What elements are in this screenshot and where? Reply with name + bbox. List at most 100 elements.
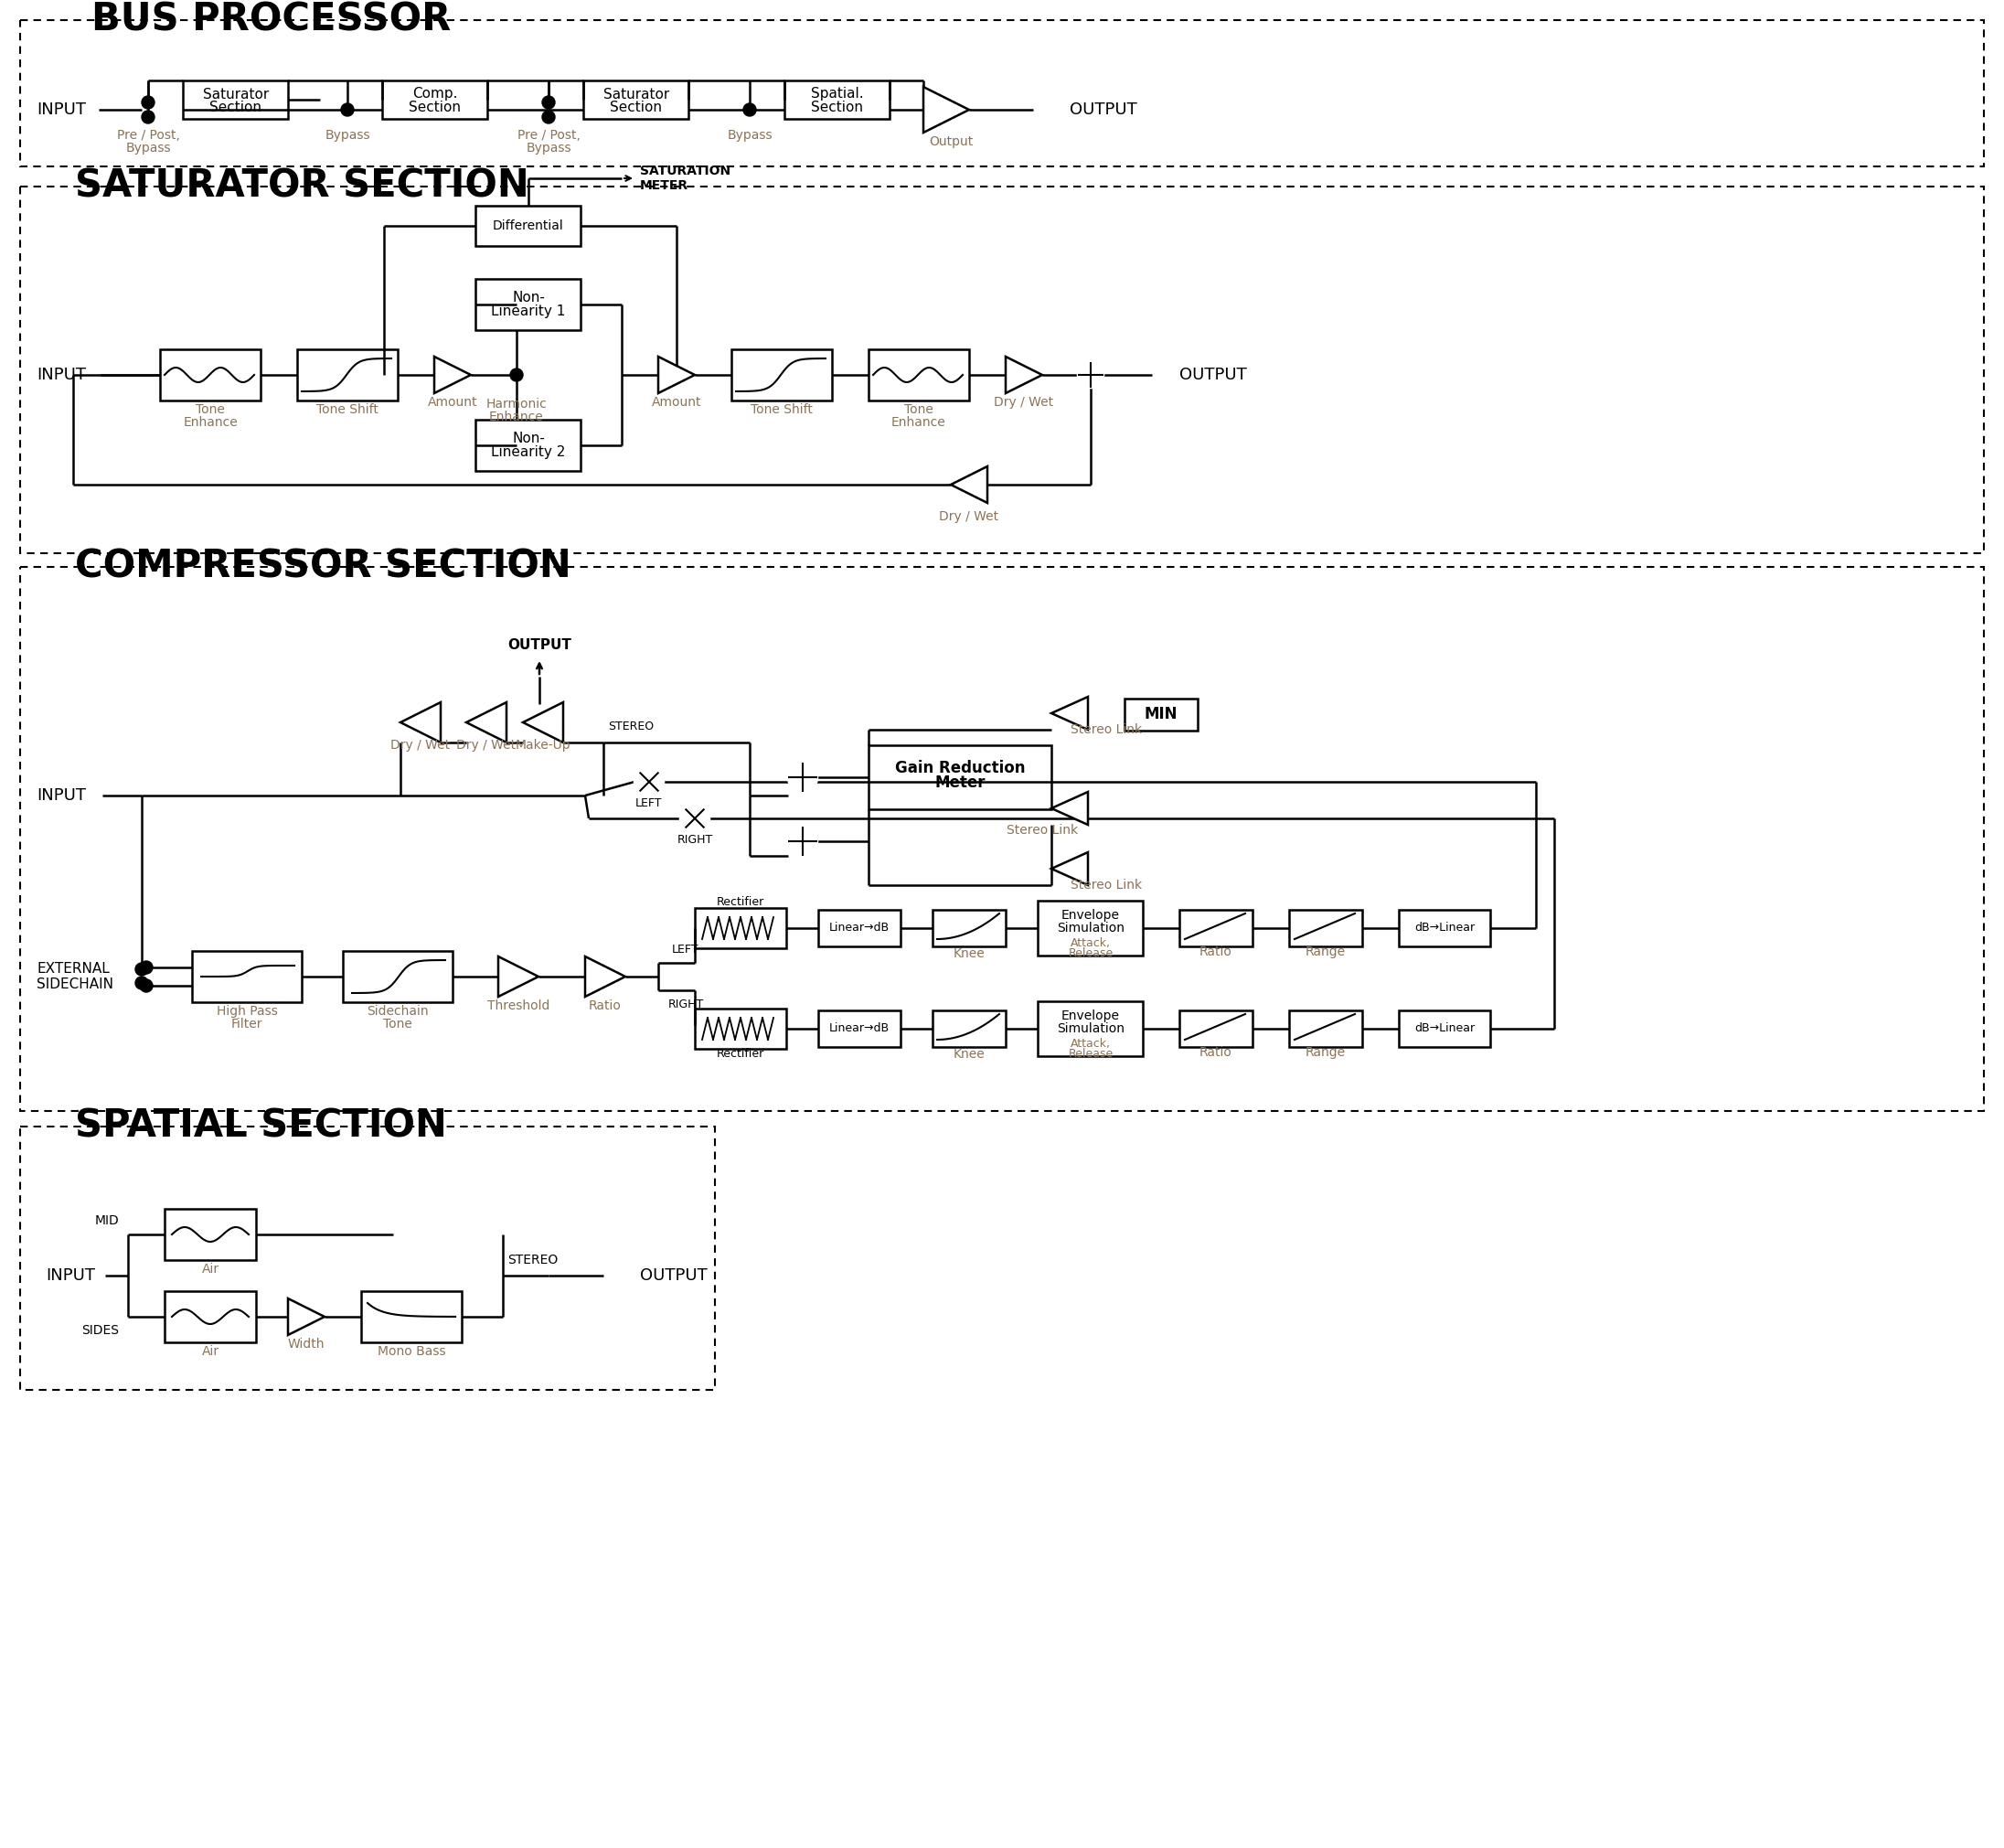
Text: Tone: Tone [904, 403, 934, 416]
Bar [818, 909, 900, 946]
Text: Tone Shift: Tone Shift [752, 403, 814, 416]
Text: Width: Width [289, 1338, 325, 1351]
Text: Bypass: Bypass [126, 142, 170, 155]
Text: INPUT: INPUT [36, 366, 86, 383]
Circle shape [543, 111, 555, 124]
Polygon shape [499, 957, 539, 996]
Text: Stereo Link: Stereo Link [1070, 723, 1142, 736]
Polygon shape [467, 702, 507, 743]
Text: Tone: Tone [196, 403, 224, 416]
Text: Stereo Link: Stereo Link [1070, 880, 1142, 891]
Bar [784, 81, 890, 118]
Text: Bypass: Bypass [727, 129, 772, 142]
Text: Amount: Amount [651, 395, 701, 408]
Text: Non-: Non- [513, 290, 545, 305]
Text: LEFT: LEFT [671, 942, 699, 955]
Text: Attack,: Attack, [1070, 1037, 1110, 1050]
Bar [1289, 1011, 1363, 1048]
Circle shape [142, 111, 154, 124]
Text: Envelope: Envelope [1062, 1009, 1120, 1022]
Text: Linear→dB: Linear→dB [830, 1022, 890, 1035]
Text: Attack,: Attack, [1070, 937, 1110, 948]
Text: Ratio: Ratio [1200, 946, 1232, 959]
Bar [475, 419, 581, 471]
Text: Saturator: Saturator [603, 87, 669, 102]
Text: Dry / Wet: Dry / Wet [940, 510, 998, 523]
Text: LEFT: LEFT [635, 796, 663, 809]
Bar [361, 1292, 461, 1342]
Text: Air: Air [202, 1262, 218, 1275]
Text: Differential: Differential [493, 220, 563, 233]
Text: Section: Section [210, 102, 263, 115]
Text: Knee: Knee [954, 948, 986, 961]
Text: MID: MID [94, 1214, 118, 1227]
Text: STEREO: STEREO [607, 721, 653, 734]
Text: Section: Section [611, 102, 663, 115]
Text: Envelope: Envelope [1062, 909, 1120, 922]
Bar [20, 1127, 715, 1390]
Text: Amount: Amount [427, 395, 477, 408]
Text: EXTERNAL
SIDECHAIN: EXTERNAL SIDECHAIN [36, 961, 114, 991]
Text: SIDES: SIDES [82, 1323, 118, 1336]
Bar [343, 952, 453, 1002]
Circle shape [543, 96, 555, 109]
Bar [1038, 1002, 1142, 1055]
Bar [164, 1292, 257, 1342]
Text: SATURATION: SATURATION [639, 164, 731, 177]
Text: METER: METER [639, 179, 689, 192]
Polygon shape [1006, 357, 1042, 394]
Text: Dry / Wet: Dry / Wet [457, 739, 517, 752]
Bar [192, 952, 303, 1002]
Bar [695, 907, 786, 948]
Circle shape [140, 961, 152, 974]
Bar [1180, 1011, 1252, 1048]
Text: Range: Range [1305, 1046, 1347, 1059]
Text: Air: Air [202, 1345, 218, 1358]
Text: Non-: Non- [513, 431, 545, 445]
Text: Tone Shift: Tone Shift [317, 403, 379, 416]
Text: Mono Bass: Mono Bass [377, 1345, 445, 1358]
Polygon shape [924, 87, 970, 133]
Text: OUTPUT: OUTPUT [1180, 366, 1246, 383]
Text: Output: Output [928, 135, 972, 148]
Bar [182, 81, 289, 118]
Text: High Pass: High Pass [216, 1005, 277, 1018]
Text: Comp.: Comp. [413, 87, 457, 102]
Circle shape [635, 767, 663, 796]
Text: Section: Section [409, 102, 461, 115]
Text: Saturator: Saturator [202, 87, 269, 102]
Text: Stereo Link: Stereo Link [1006, 824, 1078, 837]
Text: COMPRESSOR SECTION: COMPRESSOR SECTION [74, 547, 571, 586]
Circle shape [788, 826, 818, 856]
Bar [868, 349, 970, 401]
Polygon shape [1052, 697, 1088, 730]
Bar [1180, 909, 1252, 946]
Text: Ratio: Ratio [589, 1000, 621, 1013]
Circle shape [1078, 362, 1104, 388]
Bar [1399, 1011, 1491, 1048]
Text: Sidechain: Sidechain [367, 1005, 429, 1018]
Text: STEREO: STEREO [507, 1253, 557, 1266]
Bar [20, 567, 1984, 1111]
Text: INPUT: INPUT [46, 1268, 94, 1284]
Circle shape [679, 804, 709, 833]
Text: INPUT: INPUT [36, 102, 86, 118]
Text: Section: Section [812, 102, 864, 115]
Text: SPATIAL SECTION: SPATIAL SECTION [74, 1107, 447, 1146]
Bar [1038, 900, 1142, 955]
Text: Filter: Filter [230, 1018, 263, 1031]
Circle shape [142, 96, 154, 109]
Circle shape [341, 103, 355, 116]
Text: dB→Linear: dB→Linear [1415, 922, 1475, 933]
Polygon shape [657, 357, 695, 394]
Text: Harmonic: Harmonic [487, 397, 547, 410]
Bar [818, 1011, 900, 1048]
Text: Tone: Tone [383, 1018, 413, 1031]
Circle shape [140, 979, 152, 992]
Bar [1289, 909, 1363, 946]
Text: Threshold: Threshold [487, 1000, 549, 1013]
Text: Rectifier: Rectifier [717, 1048, 764, 1061]
Text: Linearity 2: Linearity 2 [491, 445, 565, 460]
Bar [164, 1209, 257, 1260]
Circle shape [136, 976, 148, 989]
